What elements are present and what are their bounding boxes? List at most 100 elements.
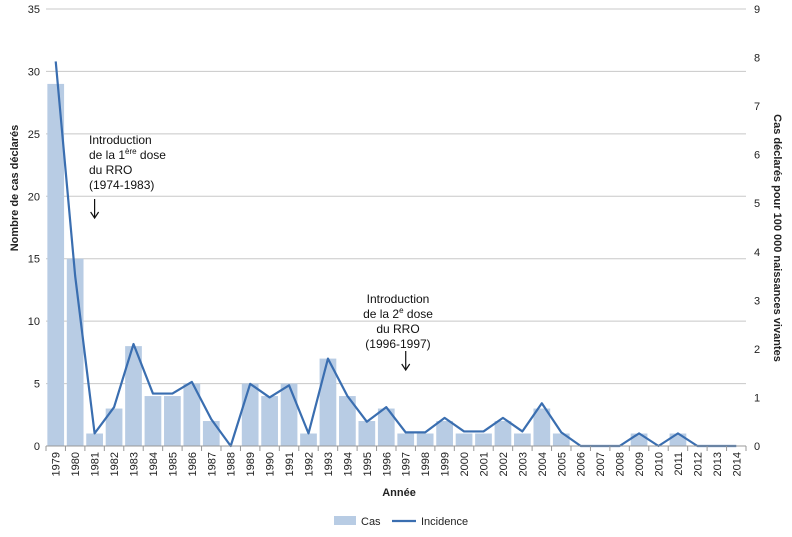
right-y-axis-ticks: 0 1 2 3 4 5 6 7 8 9 xyxy=(754,4,760,453)
x-tick-label: 2004 xyxy=(537,452,549,476)
annotation-arrowhead xyxy=(90,211,100,220)
right-y-tick-label: 1 xyxy=(754,392,760,404)
x-tick-label: 2000 xyxy=(459,452,471,476)
annotation-line: Introduction xyxy=(367,292,430,306)
bar-1998 xyxy=(416,433,434,446)
x-tick-label: 1982 xyxy=(109,452,121,476)
x-axis-title: Année xyxy=(382,487,416,499)
bar-1992 xyxy=(300,433,317,446)
x-tick-label: 1997 xyxy=(401,452,413,476)
bar-1995 xyxy=(358,421,376,446)
bar-1984 xyxy=(144,396,162,446)
right-y-tick-label: 8 xyxy=(754,53,760,65)
annotation-line: (1974-1983) xyxy=(89,178,154,192)
bar-1994 xyxy=(339,396,356,446)
bar-1985 xyxy=(164,396,181,446)
bar-2009 xyxy=(630,433,648,446)
left-y-tick-label: 5 xyxy=(34,379,40,391)
left-y-tick-label: 0 xyxy=(34,441,40,453)
left-y-tick-label: 15 xyxy=(28,254,40,266)
annotation-arrowhead xyxy=(401,363,411,372)
bar-1996 xyxy=(377,408,395,446)
bar-2004 xyxy=(533,408,551,446)
x-tick-label: 1992 xyxy=(304,452,316,476)
left-y-tick-label: 25 xyxy=(28,129,40,141)
left-y-tick-label: 30 xyxy=(28,66,40,78)
x-tick-label: 1980 xyxy=(70,452,82,476)
bar-1990 xyxy=(261,396,278,446)
right-y-tick-label: 5 xyxy=(754,198,760,210)
annotation-line: de la 2e dose xyxy=(363,306,433,321)
bar-1993 xyxy=(319,358,337,446)
annotation-line: Introduction xyxy=(89,133,152,147)
x-tick-label: 1994 xyxy=(342,452,354,476)
x-tick-label: 1984 xyxy=(148,452,160,476)
right-y-tick-label: 3 xyxy=(754,295,760,307)
x-tick-label: 1991 xyxy=(284,452,296,476)
legend-label-cas: Cas xyxy=(361,516,381,528)
x-tick-label: 1983 xyxy=(129,452,141,476)
bar-series-cas xyxy=(47,83,687,447)
x-tick-label: 1985 xyxy=(167,452,179,476)
bar-1980 xyxy=(66,258,84,446)
x-tick-label: 2008 xyxy=(615,452,627,476)
bar-2001 xyxy=(475,433,492,446)
x-axis-ticks: 1979 1980 1981 1982 1983 1984 1985 1986 1987 1988… xyxy=(45,446,747,476)
bar-1999 xyxy=(436,421,453,446)
bar-1997 xyxy=(397,433,415,446)
x-tick-label: 2014 xyxy=(731,452,743,476)
x-tick-label: 2005 xyxy=(556,452,568,476)
legend-label-incidence: Incidence xyxy=(421,516,468,528)
annotation-line: (1996-1997) xyxy=(365,337,430,351)
x-tick-label: 1990 xyxy=(265,452,277,476)
left-y-tick-label: 35 xyxy=(28,4,40,16)
x-tick-label: 1981 xyxy=(90,452,102,476)
x-tick-label: 2002 xyxy=(498,452,510,476)
bar-1987 xyxy=(202,421,220,446)
x-tick-label: 2012 xyxy=(692,452,704,476)
x-tick-label: 1996 xyxy=(381,452,393,476)
x-tick-label: 2006 xyxy=(576,452,588,476)
x-tick-label: 1999 xyxy=(440,452,452,476)
annotation-line: du RRO xyxy=(376,322,419,336)
left-y-axis-title: Nombre de cas déclarés xyxy=(9,125,21,252)
bar-1979 xyxy=(47,83,65,447)
x-tick-label: 2007 xyxy=(595,452,607,476)
left-y-axis-ticks: 0 5 10 15 20 25 30 35 xyxy=(28,4,40,453)
bar-1991 xyxy=(280,383,298,446)
bar-1982 xyxy=(105,408,123,446)
bar-2002 xyxy=(494,421,512,446)
bar-2003 xyxy=(514,433,531,446)
left-y-tick-label: 10 xyxy=(28,316,40,328)
annotation-line: de la 1ère dose xyxy=(89,147,166,162)
right-y-tick-label: 7 xyxy=(754,101,760,113)
right-y-tick-label: 2 xyxy=(754,344,760,356)
legend-swatch-cas xyxy=(334,516,356,525)
x-tick-label: 2013 xyxy=(712,452,724,476)
right-y-tick-label: 4 xyxy=(754,247,760,259)
legend: Cas Incidence xyxy=(334,516,468,528)
right-y-tick-label: 0 xyxy=(754,441,760,453)
gridlines xyxy=(46,8,746,385)
bar-1989 xyxy=(241,383,259,446)
left-y-tick-label: 20 xyxy=(28,191,40,203)
x-tick-label: 1988 xyxy=(226,452,238,476)
bar-1983 xyxy=(125,346,142,446)
x-tick-label: 2010 xyxy=(654,452,666,476)
x-tick-label: 2003 xyxy=(517,452,529,476)
bar-2011 xyxy=(669,433,687,446)
x-tick-label: 1993 xyxy=(323,452,335,476)
bar-1981 xyxy=(86,433,103,446)
line-series-incidence xyxy=(54,61,737,448)
right-y-tick-label: 6 xyxy=(754,150,760,162)
x-tick-label: 2009 xyxy=(634,452,646,476)
x-tick-label: 2001 xyxy=(479,452,491,476)
x-tick-label: 1979 xyxy=(51,452,63,476)
x-tick-label: 1987 xyxy=(206,452,218,476)
x-tick-label: 2011 xyxy=(673,452,685,476)
annotation-line: du RRO xyxy=(89,163,132,177)
